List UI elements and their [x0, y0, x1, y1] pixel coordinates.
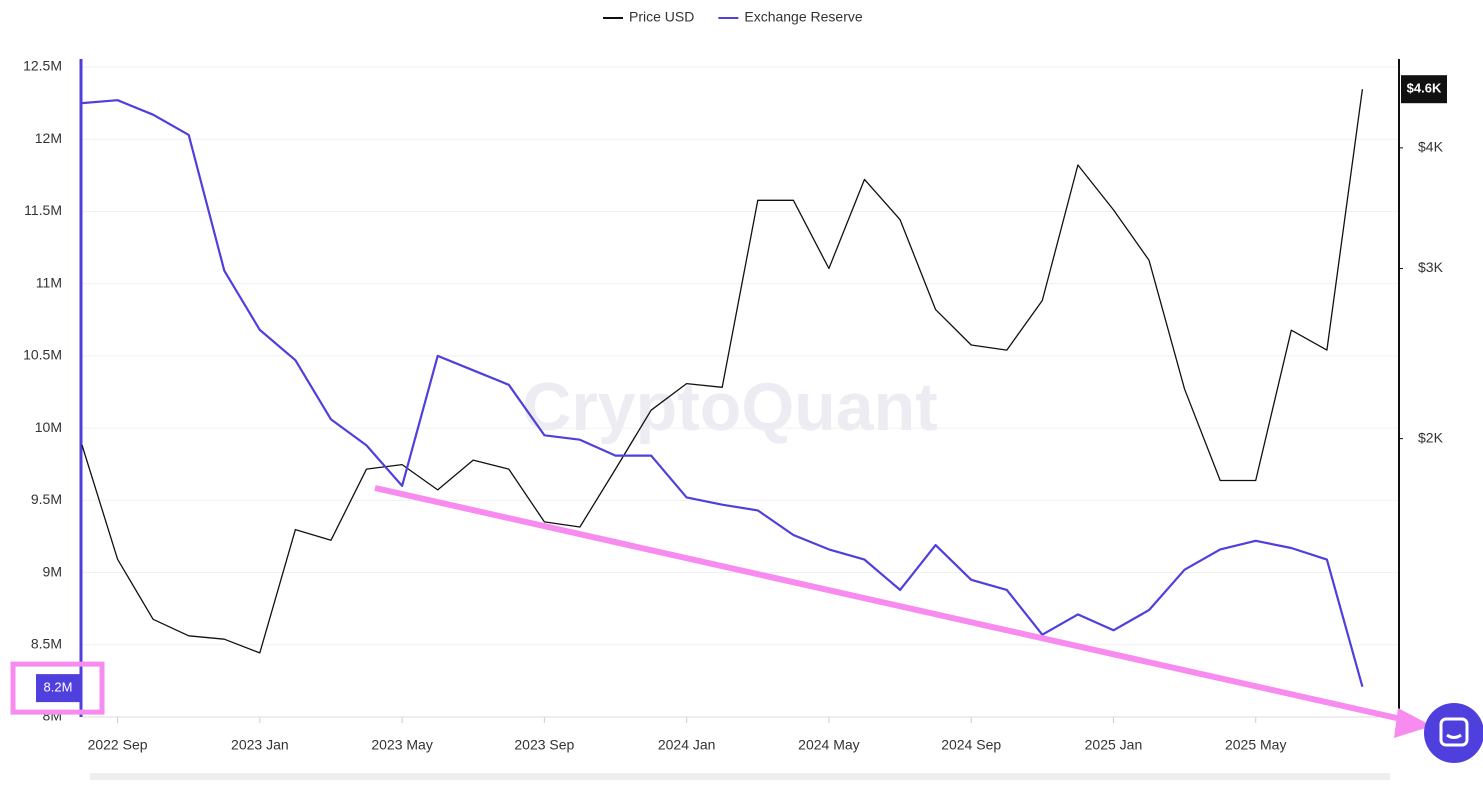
x-tick-label: 2024 Sep [941, 737, 1001, 753]
legend-label: Exchange Reserve [744, 9, 863, 25]
trend-arrow-head [1394, 708, 1432, 738]
y2-tick-label: $2K [1418, 429, 1444, 445]
current-value-badge [1401, 75, 1447, 104]
series-line [81, 89, 1364, 654]
y-tick-label: 9.5M [31, 491, 62, 507]
x-tick-label: 2025 May [1225, 737, 1286, 753]
y-tick-label: 10.5M [23, 347, 62, 363]
y-tick-label: 11M [36, 274, 62, 290]
x-tick-label: 2022 Sep [88, 737, 148, 753]
chat-circle[interactable] [1424, 703, 1483, 763]
x-tick-label: 2024 May [798, 737, 859, 753]
highlight-box [10, 661, 105, 715]
legend-label: Price USD [629, 9, 694, 25]
trend-arrow [374, 485, 1411, 724]
y2-tick-label: $4K [1418, 139, 1444, 155]
series-line [81, 99, 1364, 687]
y-tick-label: 12.5M [23, 58, 62, 74]
plot-layer: 8M8.5M9M9.5M10M10.5M11M11.5M12M12.5M$2K$… [10, 58, 1447, 753]
y-tick-label: 12M [35, 130, 62, 146]
watermark: CryptoQuant [522, 369, 938, 445]
y2-tick-label: $3K [1418, 259, 1444, 275]
scrollbar[interactable] [90, 773, 1390, 780]
current-value-label: 8.2M [44, 680, 73, 695]
x-tick-label: 2023 May [371, 737, 432, 753]
x-tick-label: 2023 Jan [231, 737, 289, 753]
chat-icon [1439, 717, 1469, 747]
y-tick-label: 9M [43, 563, 62, 579]
current-value-label: $4.6K [1407, 81, 1442, 96]
current-value-badge [36, 674, 80, 703]
x-tick-label: 2023 Sep [514, 737, 574, 753]
x-tick-label: 2025 Jan [1085, 737, 1143, 753]
y-tick-label: 10M [35, 419, 62, 435]
chat-button[interactable] [1424, 703, 1483, 763]
y-tick-label: 8.5M [31, 635, 62, 651]
chat-icon-smile [1446, 733, 1462, 739]
x-tick-label: 2024 Jan [658, 737, 716, 753]
y-tick-label: 11.5M [24, 202, 62, 218]
